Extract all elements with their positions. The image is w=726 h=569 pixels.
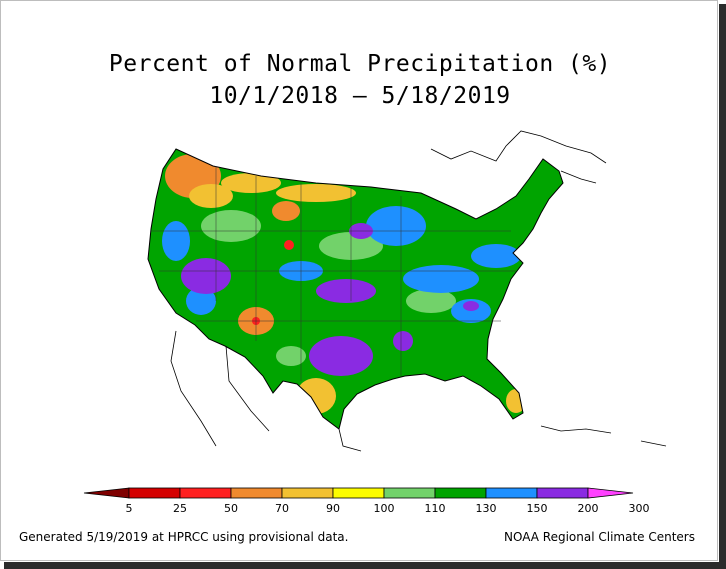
cuba-coast (540, 425, 612, 434)
legend-segment (332, 487, 385, 499)
legend-segment (281, 487, 334, 499)
footer-generated-note: Generated 5/19/2019 at HPRCC using provi… (19, 530, 349, 544)
region-dry-spot-wyoming (284, 240, 294, 250)
caribbean-island (640, 440, 667, 447)
border-fragments (170, 130, 667, 452)
region-dry-idaho (189, 184, 233, 208)
precipitation-field (148, 149, 563, 429)
mexico-west-coast (225, 345, 270, 432)
legend-tick-label: 200 (578, 502, 599, 515)
mexico-gulf-coast (338, 428, 362, 452)
region-wet-southern-california (186, 287, 216, 315)
map-title: Percent of Normal Precipitation (%) (108, 51, 612, 77)
region-wet-upper-midwest (366, 206, 426, 246)
legend-tick-label: 50 (224, 502, 238, 515)
legend-tick-label: 100 (374, 502, 395, 515)
legend-tick-labels: 5 25 50 70 90 100 110 130 150 200 300 (126, 502, 650, 515)
legend-segment (434, 487, 487, 499)
legend-tick-label: 5 (126, 502, 133, 515)
region-dry-wyoming (272, 201, 300, 221)
legend-bar (83, 487, 634, 499)
footer-credit: NOAA Regional Climate Centers (504, 530, 695, 544)
region-very-wet-texas (309, 336, 373, 376)
legend-tick-label: 130 (476, 502, 497, 515)
legend-tick-label: 150 (527, 502, 548, 515)
region-light-green-new-mexico (276, 346, 306, 366)
frame-shadow-right (719, 4, 726, 569)
us-outline (147, 148, 564, 430)
region-very-wet-nevada (181, 258, 231, 294)
legend-segment (383, 487, 436, 499)
map-date-range: 10/1/2018 – 5/18/2019 (209, 83, 511, 109)
frame-shadow-bottom (4, 562, 726, 569)
region-very-wet-louisiana (393, 331, 413, 351)
legend-segment (230, 487, 283, 499)
legend: 5 25 50 70 90 100 110 130 150 200 300 (83, 487, 650, 515)
state-boundaries (151, 166, 516, 381)
map-panel: Percent of Normal Precipitation (%) 10/1… (0, 0, 718, 561)
legend-tick-label: 90 (326, 502, 340, 515)
legend-tick-label: 25 (173, 502, 187, 515)
region-dry-north-plains (276, 184, 356, 202)
baja-coast (170, 330, 217, 447)
region-very-wet-kansas (316, 279, 376, 303)
legend-segment (536, 487, 589, 499)
precipitation-map (147, 130, 667, 452)
legend-segment (179, 487, 232, 499)
legend-segment (128, 487, 181, 499)
legend-arrow-high (587, 487, 634, 499)
canada-coast (430, 130, 607, 164)
legend-arrow-low (83, 487, 130, 499)
legend-tick-label: 300 (629, 502, 650, 515)
legend-tick-label: 70 (275, 502, 289, 515)
legend-segment (485, 487, 538, 499)
region-dry-montana (221, 173, 281, 193)
nova-scotia-coast (560, 170, 597, 184)
region-very-wet-tennessee (463, 301, 479, 311)
region-wet-mid-atlantic (471, 244, 521, 268)
legend-tick-label: 110 (425, 502, 446, 515)
region-wet-ohio-valley (403, 265, 479, 293)
region-light-green-southeast (406, 289, 456, 313)
